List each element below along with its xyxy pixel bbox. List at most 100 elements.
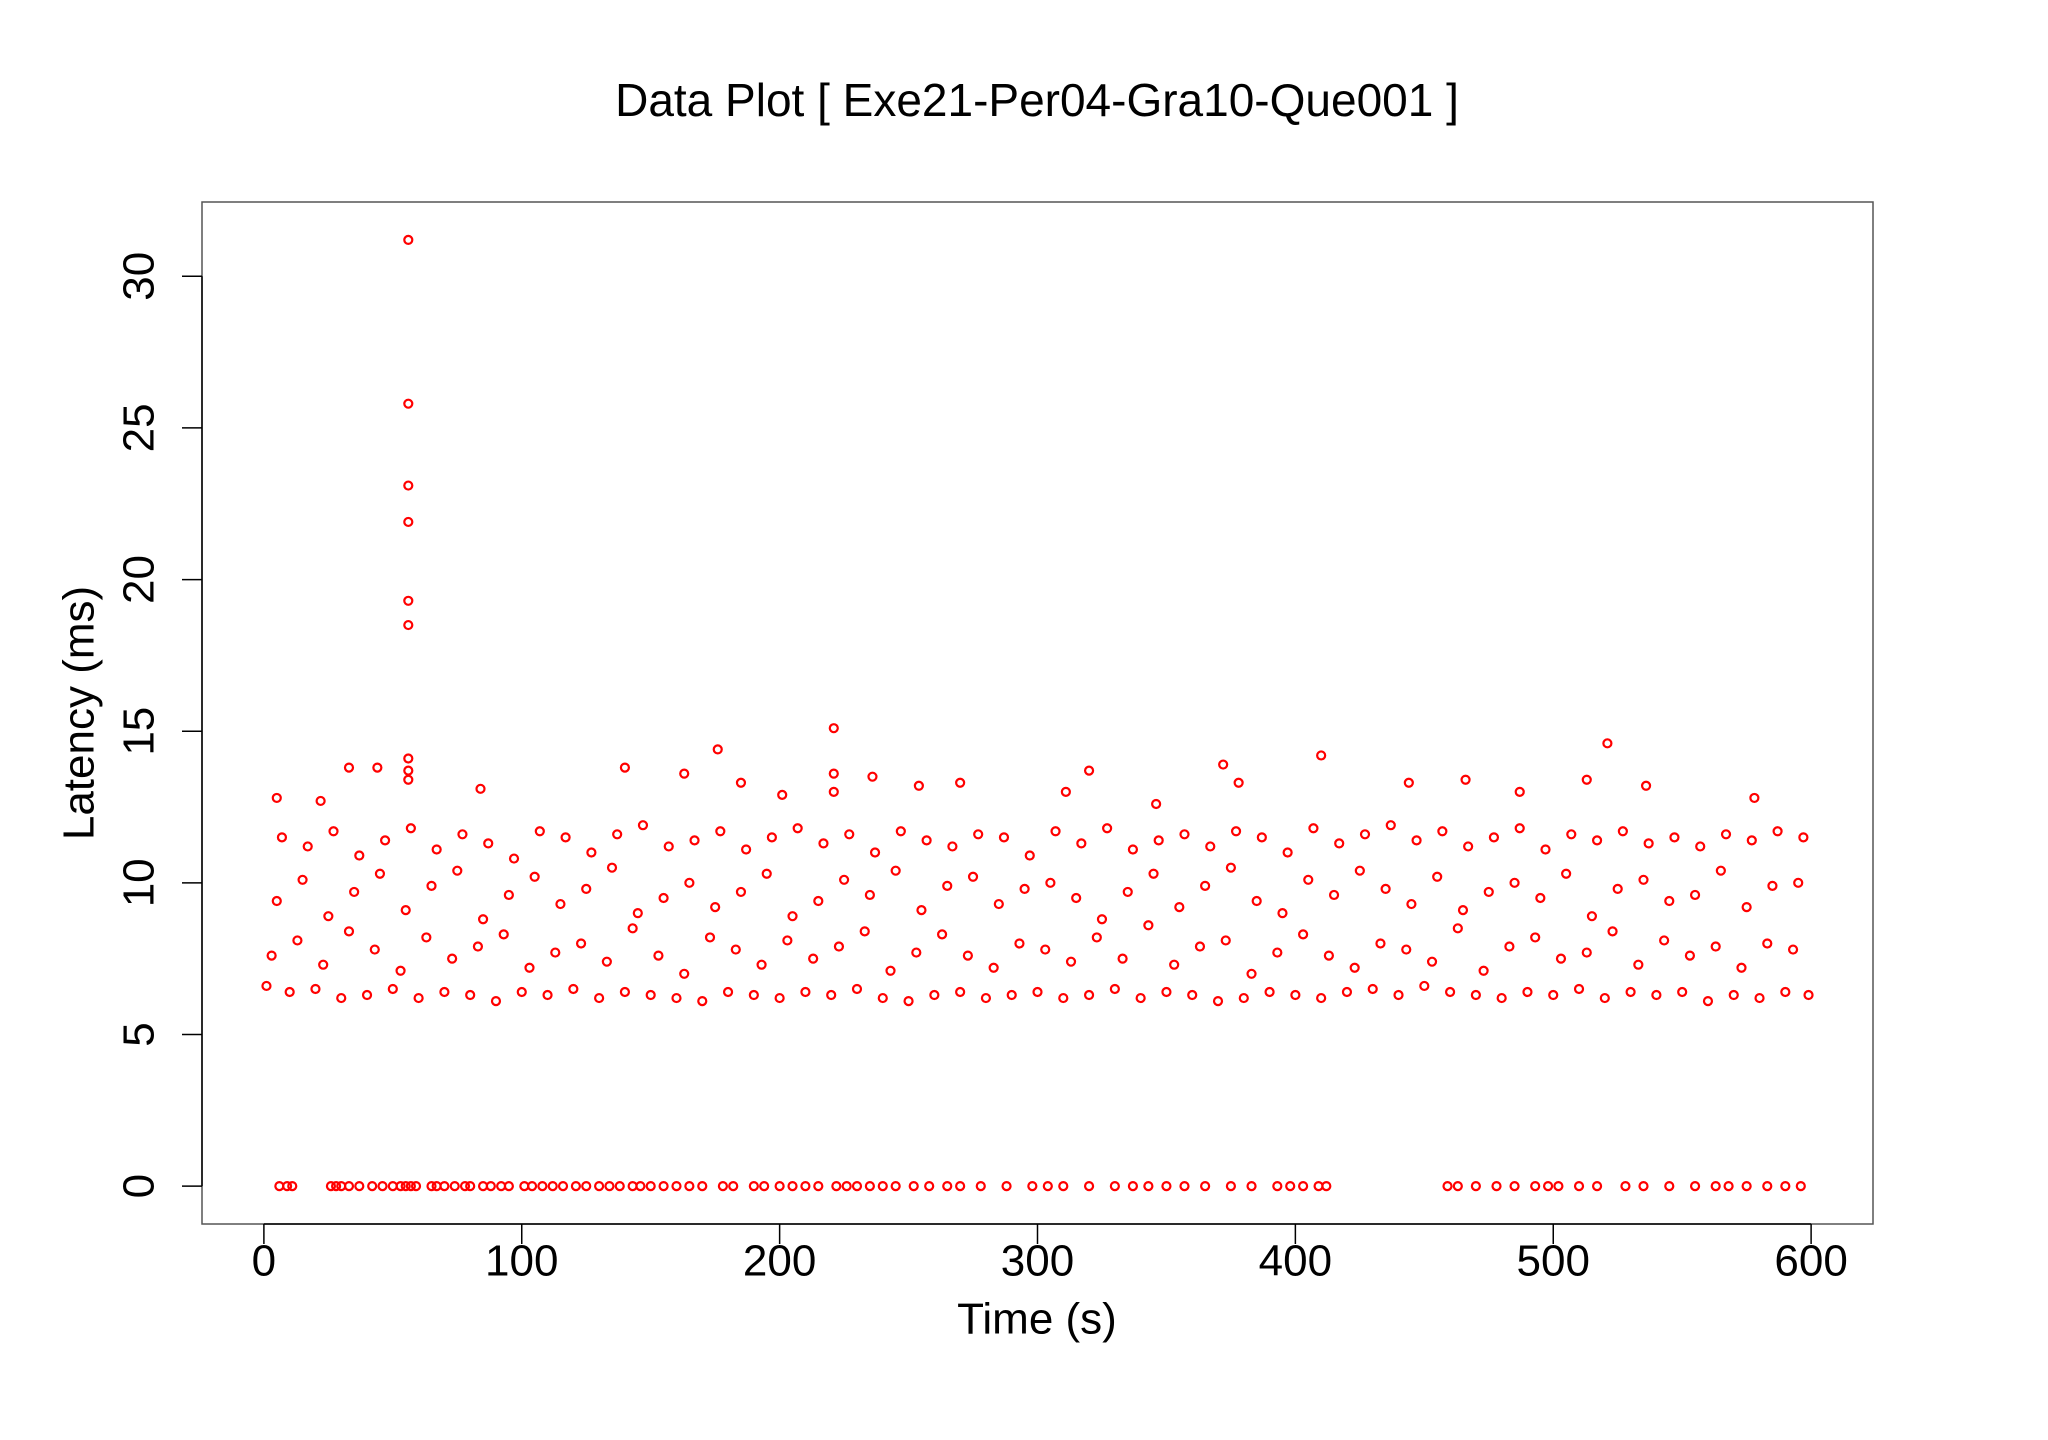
scatter-point xyxy=(722,986,734,998)
scatter-point xyxy=(555,898,566,910)
scatter-point xyxy=(1702,996,1714,1007)
scatter-point xyxy=(287,1180,298,1192)
scatter-point xyxy=(1463,841,1474,852)
scatter-point xyxy=(1710,1180,1721,1192)
scatter-point xyxy=(1640,780,1652,791)
scatter-point xyxy=(828,786,839,797)
scatter-point xyxy=(1341,986,1353,998)
scatter-point xyxy=(1555,953,1567,964)
scatter-point xyxy=(1625,986,1636,998)
scatter-point xyxy=(1375,938,1386,949)
scatter-point xyxy=(1741,1180,1752,1192)
scatter-point xyxy=(403,480,414,491)
scatter-point xyxy=(864,1180,875,1192)
scatter-point xyxy=(485,1180,496,1192)
scatter-point xyxy=(1442,1180,1453,1192)
scatter-point xyxy=(730,944,741,955)
scatter-point xyxy=(877,1180,888,1192)
scatter-point xyxy=(1514,823,1525,834)
scatter-point xyxy=(1419,980,1430,992)
scatter-point xyxy=(1179,829,1190,840)
scatter-point xyxy=(449,1180,460,1192)
scatter-point xyxy=(1607,926,1618,937)
scatter-point xyxy=(1406,898,1417,910)
scatter-point xyxy=(761,868,772,879)
scatter-point xyxy=(658,892,669,904)
scatter-point xyxy=(403,619,414,631)
scatter-point xyxy=(524,962,535,973)
scatter-point xyxy=(921,835,932,846)
scatter-point xyxy=(1762,1180,1773,1192)
scatter-point xyxy=(601,956,612,967)
scatter-point xyxy=(367,1180,378,1192)
scatter-point xyxy=(947,841,958,852)
scatter-point xyxy=(1308,823,1319,834)
scatter-point xyxy=(1638,1180,1649,1192)
scatter-point xyxy=(1749,792,1760,804)
scatter-point xyxy=(1083,1180,1095,1192)
scatter-point xyxy=(787,1180,798,1192)
scatter-point xyxy=(1218,759,1229,770)
scatter-point xyxy=(1659,935,1670,946)
scatter-point xyxy=(833,941,845,952)
scatter-point xyxy=(1426,956,1438,967)
scatter-point xyxy=(777,789,788,800)
scatter-point xyxy=(361,989,373,1001)
scatter-point xyxy=(1452,1180,1463,1192)
scatter-point xyxy=(766,832,777,843)
scatter-point xyxy=(890,1180,901,1192)
scatter-point xyxy=(980,992,992,1004)
scatter-point xyxy=(1620,1180,1631,1192)
scatter-point xyxy=(697,996,708,1007)
scatter-point xyxy=(1736,962,1747,973)
scatter-point xyxy=(374,868,386,879)
scatter-point xyxy=(712,744,723,755)
scatter-point xyxy=(354,1180,365,1192)
scatter-point xyxy=(1019,883,1030,894)
scatter-point xyxy=(1586,911,1598,922)
scatter-point xyxy=(913,780,924,791)
scatter-point xyxy=(955,777,966,788)
scatter-point xyxy=(403,398,414,409)
scatter-point xyxy=(1212,996,1224,1007)
scatter-point xyxy=(1277,908,1288,919)
scatter-point xyxy=(942,1180,953,1192)
scatter-point xyxy=(717,1180,728,1192)
scatter-point xyxy=(1024,850,1035,861)
scatter-point xyxy=(276,832,288,843)
scatter-point xyxy=(354,850,365,861)
scatter-point xyxy=(704,932,716,943)
scatter-point xyxy=(503,1180,514,1192)
y-tick-label: 15 xyxy=(115,707,164,756)
x-axis-label: Time (s) xyxy=(957,1295,1117,1344)
scatter-point xyxy=(1200,880,1211,891)
scatter-point xyxy=(1793,877,1804,888)
scatter-point xyxy=(379,835,391,846)
scatter-point xyxy=(1401,944,1412,955)
scatter-point xyxy=(343,1180,355,1192)
scatter-point xyxy=(400,1180,411,1192)
scatter-point xyxy=(818,838,829,849)
scatter-point xyxy=(1264,986,1275,998)
scatter-point xyxy=(1058,1180,1069,1192)
scatter-point xyxy=(867,771,878,782)
scatter-point xyxy=(405,823,416,834)
scatter-point xyxy=(993,898,1004,910)
scatter-point xyxy=(1522,986,1533,998)
scatter-point xyxy=(916,905,927,916)
scatter-point xyxy=(1798,832,1809,843)
scatter-point xyxy=(735,886,747,898)
scatter-point xyxy=(1334,838,1345,849)
scatter-point xyxy=(1148,868,1159,879)
scatter-point xyxy=(1772,826,1783,837)
scatter-point xyxy=(632,908,643,919)
scatter-point xyxy=(684,877,695,888)
scatter-point xyxy=(614,1180,625,1192)
scatter-point xyxy=(988,962,999,973)
scatter-point xyxy=(343,926,355,937)
scatter-point xyxy=(1432,871,1443,882)
scatter-point xyxy=(774,992,785,1004)
scatter-point xyxy=(292,935,303,946)
scatter-point xyxy=(841,1180,852,1192)
scatter-point xyxy=(627,923,638,934)
